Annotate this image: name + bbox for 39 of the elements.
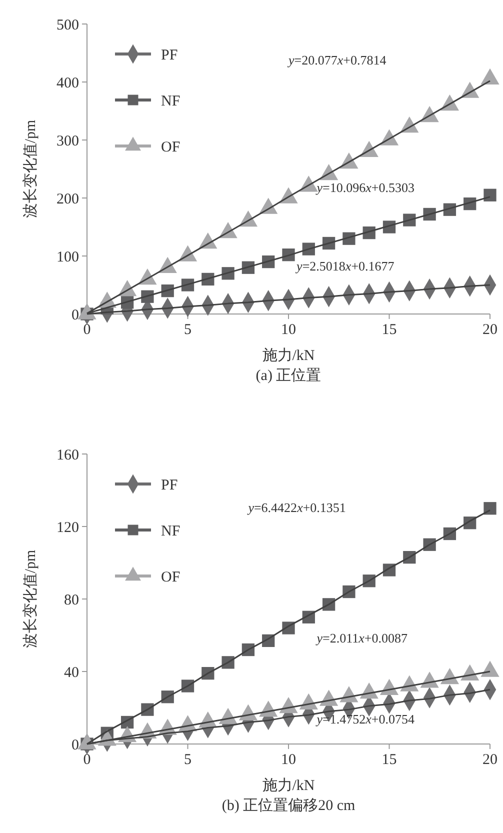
y-tick-label: 0 — [72, 307, 79, 324]
annotation: y=10.096x+0.5303 — [314, 180, 414, 196]
legend-label: OF — [161, 569, 180, 586]
text: (a) 正位置 — [256, 367, 322, 384]
annotation: y=1.4752x+0.0754 — [314, 712, 415, 727]
x-tick-label: 20 — [482, 752, 498, 768]
y-axis-title: 波长变化值/pm — [22, 120, 39, 218]
x-tick-label: 20 — [482, 322, 498, 338]
legend-label: PF — [161, 47, 178, 64]
y-tick-label: 120 — [56, 520, 79, 536]
x-axis-title: 施力/kN — [262, 347, 315, 364]
x-tick-label: 15 — [382, 752, 397, 768]
y-axis-title: 波长变化值/pm — [22, 550, 39, 648]
y-tick-label: 100 — [56, 249, 79, 266]
y-tick-label: 0 — [72, 737, 79, 754]
legend-label: OF — [161, 139, 180, 156]
x-tick-label: 10 — [281, 322, 296, 338]
y-tick-label: 40 — [64, 664, 79, 681]
x-tick-label: 15 — [382, 322, 397, 338]
y-tick-label: 400 — [56, 75, 79, 92]
annotation: y=20.077x+0.7814 — [286, 52, 387, 68]
x-tick-label: 0 — [83, 752, 91, 768]
x-axis-title: 施力/kN — [262, 777, 315, 794]
legend-label: NF — [161, 93, 180, 110]
x-tick-label: 10 — [281, 752, 296, 768]
y-tick-label: 80 — [64, 592, 79, 608]
y-tick-label: 500 — [56, 17, 79, 34]
annotation: y=6.4422x+0.1351 — [246, 500, 346, 515]
text: (b) 正位置偏移20 cm — [222, 797, 356, 814]
x-tick-label: 5 — [184, 752, 192, 768]
y-tick-label: 200 — [56, 191, 79, 208]
legend-label: PF — [161, 477, 178, 494]
x-tick-label: 0 — [83, 322, 91, 338]
legend-label: NF — [161, 523, 180, 540]
y-tick-label: 300 — [56, 133, 79, 150]
y-tick-label: 160 — [56, 447, 79, 464]
annotation: y=2.5018x+0.1677 — [294, 258, 395, 274]
annotation: y=2.011x+0.0087 — [314, 630, 408, 646]
x-tick-label: 5 — [184, 322, 192, 338]
